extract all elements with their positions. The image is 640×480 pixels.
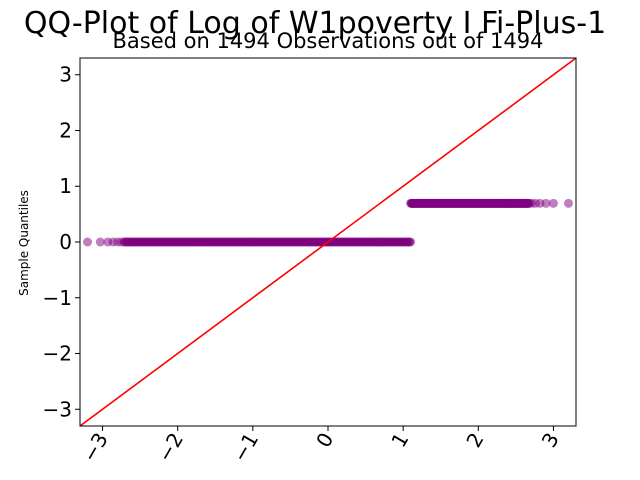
data-point [83, 237, 93, 247]
data-point [548, 198, 558, 208]
data-point [563, 198, 573, 208]
x-tick-label: −1 [228, 429, 264, 467]
chart-subtitle: Based on 1494 Observations out of 1494 [112, 29, 543, 53]
y-tick-label: 2 [59, 118, 72, 142]
x-tick-label: 2 [461, 429, 488, 452]
data-point [95, 237, 105, 247]
chart-title: QQ-Plot of Log of W1poverty I Fi-Plus-1 [24, 6, 606, 41]
x-tick-label: 1 [386, 429, 413, 452]
y-tick-label: 1 [59, 174, 72, 198]
y-tick-label: −1 [43, 286, 72, 310]
x-tick-label: −2 [153, 429, 189, 467]
y-tick-label: 0 [59, 230, 72, 254]
y-tick-label: −2 [43, 342, 72, 366]
data-point [524, 198, 534, 208]
x-tick-label: −3 [77, 429, 113, 467]
data-point [406, 237, 416, 247]
y-tick-label: 3 [59, 63, 72, 87]
data-points [80, 58, 576, 426]
reference-line [80, 58, 576, 426]
y-axis-label: Sample Quantiles [17, 190, 31, 296]
x-tick-label: 3 [537, 429, 564, 452]
plot-area: −3 −2 −1 0 1 2 3 −3 −2 −1 0 1 2 3 [43, 57, 577, 467]
x-tick-label: 0 [311, 429, 338, 452]
y-tick-label: −3 [43, 397, 72, 421]
